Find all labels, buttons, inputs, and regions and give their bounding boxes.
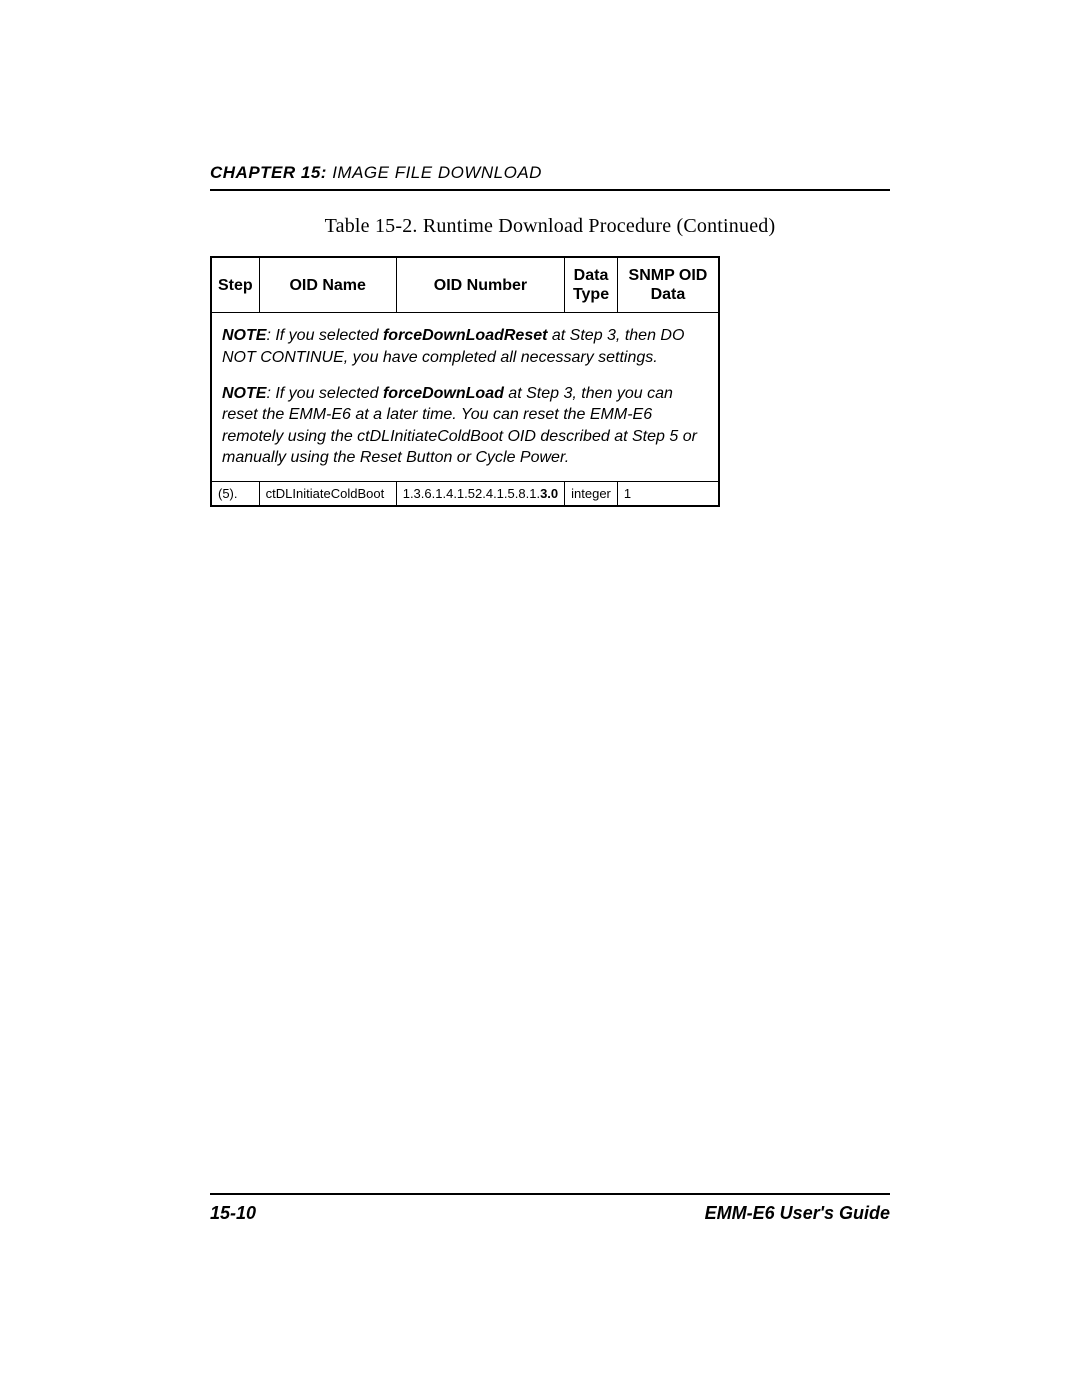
table-notes-cell: NOTE: If you selected forceDownLoadReset… (211, 313, 719, 482)
note-label: NOTE (222, 327, 266, 344)
oid-number-suffix: 3.0 (540, 486, 558, 501)
cell-step: (5). (211, 481, 259, 506)
cell-data-type: integer (565, 481, 618, 506)
table-caption: Table 15-2. Runtime Download Procedure (… (210, 215, 890, 238)
page-number: 15-10 (210, 1203, 256, 1224)
oid-number-prefix: 1.3.6.1.4.1.52.4.1.5.8.1. (403, 486, 540, 501)
chapter-header: CHAPTER 15: IMAGE FILE DOWNLOAD (210, 163, 890, 191)
chapter-title: IMAGE FILE DOWNLOAD (327, 163, 542, 182)
table-note-row: NOTE: If you selected forceDownLoadReset… (211, 313, 719, 482)
note-bold-term: forceDownLoadReset (383, 327, 547, 344)
guide-title: EMM-E6 User's Guide (705, 1203, 890, 1224)
table-header-row: Step OID Name OID Number Data Type SNMP … (211, 257, 719, 313)
cell-oid-name: ctDLInitiateColdBoot (259, 481, 396, 506)
col-header-oid-number: OID Number (396, 257, 564, 313)
table-data-row: (5). ctDLInitiateColdBoot 1.3.6.1.4.1.52… (211, 481, 719, 506)
col-header-data-type: Data Type (565, 257, 618, 313)
cell-snmp-data: 1 (617, 481, 719, 506)
note-text: : If you selected (266, 385, 383, 402)
page-footer: 15-10 EMM-E6 User's Guide (210, 1193, 890, 1224)
chapter-label: CHAPTER 15: (210, 163, 327, 182)
note-label: NOTE (222, 385, 266, 402)
note-text: : If you selected (266, 327, 383, 344)
col-header-snmp-data: SNMP OID Data (617, 257, 719, 313)
note-bold-term: forceDownLoad (383, 385, 504, 402)
col-header-step: Step (211, 257, 259, 313)
cell-oid-number: 1.3.6.1.4.1.52.4.1.5.8.1.3.0 (396, 481, 564, 506)
note-paragraph-2: NOTE: If you selected forceDownLoad at S… (222, 383, 708, 469)
runtime-download-table: Step OID Name OID Number Data Type SNMP … (210, 256, 720, 507)
page-content: CHAPTER 15: IMAGE FILE DOWNLOAD Table 15… (210, 163, 890, 507)
note-paragraph-1: NOTE: If you selected forceDownLoadReset… (222, 325, 708, 368)
col-header-oid-name: OID Name (259, 257, 396, 313)
